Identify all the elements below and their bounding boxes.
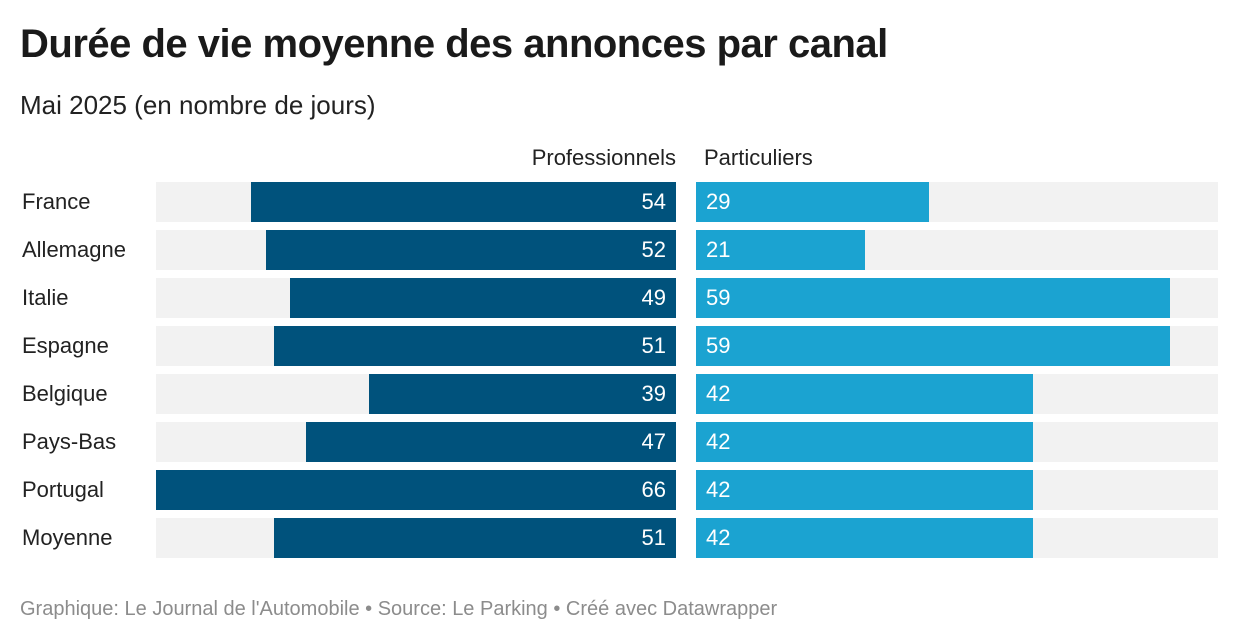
- bar-particuliers: [696, 518, 1034, 558]
- bar-particuliers: [696, 230, 865, 270]
- category-label: France: [22, 189, 91, 214]
- chart-row: Portugal 66 42: [0, 470, 1240, 510]
- bar-professionnels: [368, 374, 676, 414]
- column-header-professionnels: Professionnels: [531, 145, 676, 170]
- bar-particuliers: [696, 422, 1034, 462]
- chart-subtitle: Mai 2025 (en nombre de jours): [20, 90, 376, 120]
- value-label-professionnels: 52: [641, 237, 666, 262]
- chart-title: Durée de vie moyenne des annonces par ca…: [20, 22, 888, 66]
- value-label-professionnels: 47: [641, 429, 666, 454]
- bar-professionnels: [274, 518, 676, 558]
- value-label-particuliers: 59: [706, 285, 731, 310]
- chart-row: Pays-Bas 47 42: [0, 422, 1240, 462]
- column-header-particuliers: Particuliers: [704, 145, 813, 170]
- value-label-professionnels: 66: [641, 477, 666, 502]
- category-label: Allemagne: [22, 237, 126, 262]
- bar-professionnels: [266, 230, 676, 270]
- source-footer: Graphique: Le Journal de l'Automobile • …: [20, 598, 778, 620]
- value-label-professionnels: 39: [641, 381, 666, 406]
- bar-particuliers: [696, 470, 1034, 510]
- value-label-professionnels: 49: [641, 285, 666, 310]
- value-label-particuliers: 21: [706, 237, 731, 262]
- value-label-professionnels: 54: [641, 189, 666, 214]
- value-label-particuliers: 42: [706, 381, 731, 406]
- category-label: Portugal: [22, 477, 104, 502]
- bar-professionnels: [289, 278, 676, 318]
- chart-row: Allemagne 52 21: [0, 230, 1240, 270]
- bar-particuliers: [696, 326, 1170, 366]
- category-label: Moyenne: [22, 525, 113, 550]
- category-label: Espagne: [22, 333, 109, 358]
- bar-particuliers: [696, 374, 1034, 414]
- chart-row: Italie 49 59: [0, 278, 1240, 318]
- value-label-particuliers: 42: [706, 477, 731, 502]
- category-label: Pays-Bas: [22, 429, 117, 454]
- value-label-professionnels: 51: [641, 525, 666, 550]
- bar-particuliers: [696, 278, 1170, 318]
- bar-professionnels: [250, 182, 676, 222]
- value-label-particuliers: 29: [706, 189, 731, 214]
- value-label-particuliers: 42: [706, 525, 731, 550]
- value-label-particuliers: 42: [706, 429, 731, 454]
- value-label-particuliers: 59: [706, 333, 731, 358]
- chart-row: Espagne 51 59: [0, 326, 1240, 366]
- value-label-professionnels: 51: [641, 333, 666, 358]
- chart-row: Belgique 39 42: [0, 374, 1240, 414]
- bar-professionnels: [156, 470, 676, 510]
- bar-professionnels: [305, 422, 676, 462]
- category-label: Italie: [22, 285, 69, 310]
- bar-professionnels: [274, 326, 676, 366]
- chart-row: France 54 29: [0, 182, 1240, 222]
- chart-row: Moyenne 51 42: [0, 518, 1240, 558]
- bar-particuliers: [696, 182, 929, 222]
- category-label: Belgique: [22, 381, 108, 406]
